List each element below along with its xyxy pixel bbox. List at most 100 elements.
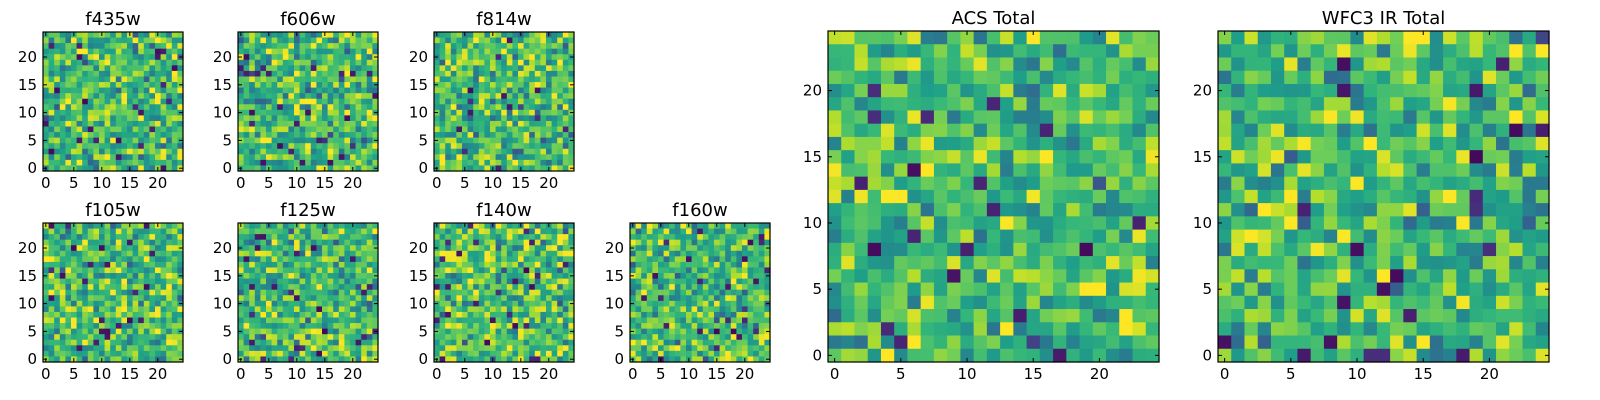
heatmap-cell — [546, 132, 552, 138]
heatmap-cell — [507, 290, 513, 296]
heatmap-cell — [563, 127, 569, 133]
y-tick-label: 15 — [409, 76, 428, 94]
heatmap-cell — [524, 54, 530, 60]
heatmap-cell — [133, 229, 139, 235]
heatmap-cell — [260, 160, 266, 166]
heatmap-cell — [540, 323, 546, 329]
heatmap-cell — [484, 99, 490, 105]
heatmap-cell — [49, 110, 55, 116]
heatmap-cell — [563, 256, 569, 262]
heatmap-cell — [720, 340, 726, 346]
heatmap-cell — [1080, 150, 1094, 164]
heatmap-cell — [367, 54, 373, 60]
heatmap-cell — [116, 43, 122, 49]
heatmap-cell — [149, 340, 155, 346]
heatmap-cell — [552, 234, 558, 240]
heatmap-cell — [60, 290, 66, 296]
heatmap-cell — [155, 267, 161, 273]
heatmap-cell — [652, 345, 658, 351]
heatmap-cell — [451, 149, 457, 155]
heatmap-cell — [692, 234, 698, 240]
heatmap-cell — [456, 223, 462, 229]
heatmap-cell — [557, 251, 563, 257]
heatmap-cell — [127, 251, 133, 257]
heatmap-cell — [563, 88, 569, 94]
heatmap-cell — [647, 245, 653, 251]
heatmap-cell — [244, 262, 250, 268]
heatmap-cell — [333, 234, 339, 240]
heatmap-cell — [333, 82, 339, 88]
heatmap-cell — [1053, 177, 1067, 191]
heatmap-cell — [322, 279, 328, 285]
heatmap-cell — [133, 245, 139, 251]
heatmap-cell — [636, 267, 642, 273]
heatmap-cell — [720, 290, 726, 296]
heatmap-cell — [238, 351, 244, 357]
heatmap-cell — [333, 65, 339, 71]
heatmap-cell — [255, 240, 261, 246]
heatmap-cell — [445, 93, 451, 99]
heatmap-cell — [753, 267, 759, 273]
heatmap-cell — [149, 32, 155, 38]
heatmap-cell — [316, 149, 322, 155]
heatmap-cell — [680, 279, 686, 285]
heatmap-cell — [49, 334, 55, 340]
heatmap-cell — [434, 306, 440, 312]
heatmap-cell — [238, 115, 244, 121]
heatmap-cell — [356, 340, 362, 346]
heatmap-cell — [138, 88, 144, 94]
heatmap-cell — [133, 149, 139, 155]
heatmap-cell — [647, 295, 653, 301]
heatmap-cell — [116, 71, 122, 77]
heatmap-cell — [507, 99, 513, 105]
heatmap-cell — [907, 44, 921, 58]
heatmap-cell — [300, 240, 306, 246]
heatmap-cell — [540, 312, 546, 318]
heatmap-cell — [361, 323, 367, 329]
heatmap-cell — [868, 97, 882, 111]
heatmap-cell — [300, 71, 306, 77]
heatmap-cell — [294, 127, 300, 133]
heatmap-cell — [266, 143, 272, 149]
heatmap-cell — [121, 127, 127, 133]
heatmap-cell — [144, 104, 150, 110]
heatmap-cell — [1040, 97, 1054, 111]
heatmap-cell — [166, 110, 172, 116]
heatmap-cell — [468, 93, 474, 99]
heatmap-cell — [473, 76, 479, 82]
heatmap-cell — [507, 71, 513, 77]
heatmap-cell — [277, 245, 283, 251]
heatmap-cell — [305, 76, 311, 82]
heatmap-cell — [283, 318, 289, 324]
heatmap-cell — [692, 351, 698, 357]
heatmap-cell — [518, 234, 524, 240]
heatmap-cell — [316, 262, 322, 268]
heatmap-cell — [277, 323, 283, 329]
heatmap-cell — [328, 295, 334, 301]
heatmap-cell — [311, 93, 317, 99]
heatmap-cell — [249, 76, 255, 82]
heatmap-cell — [339, 65, 345, 71]
heatmap-cell — [540, 93, 546, 99]
heatmap-cell — [77, 154, 83, 160]
heatmap-cell — [524, 229, 530, 235]
heatmap-cell — [49, 115, 55, 121]
heatmap-cell — [1146, 163, 1160, 177]
heatmap-cell — [149, 351, 155, 357]
heatmap-cell — [440, 71, 446, 77]
heatmap-cell — [166, 234, 172, 240]
x-tick-label: 20 — [343, 365, 362, 383]
heatmap-cell — [680, 312, 686, 318]
heatmap-cell — [99, 99, 105, 105]
heatmap-cell — [934, 137, 948, 151]
heatmap-cell — [93, 229, 99, 235]
heatmap-cell — [1106, 163, 1120, 177]
heatmap-cell — [116, 132, 122, 138]
heatmap-cell — [316, 82, 322, 88]
heatmap-cell — [440, 351, 446, 357]
heatmap-cell — [669, 312, 675, 318]
heatmap-cell — [445, 60, 451, 66]
heatmap-cell — [451, 49, 457, 55]
heatmap-cell — [434, 121, 440, 127]
heatmap-cell — [305, 290, 311, 296]
